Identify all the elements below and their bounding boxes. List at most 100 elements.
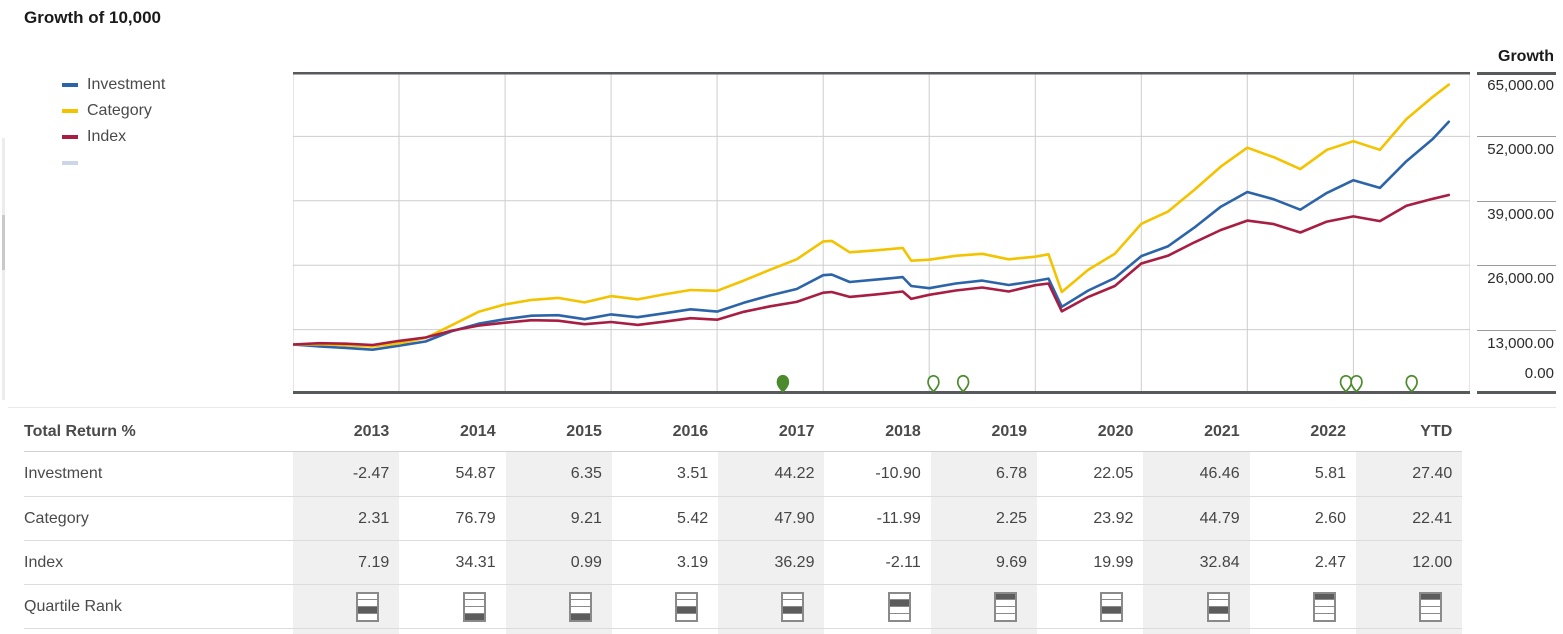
y-axis-tick-line <box>1477 136 1556 138</box>
scrollbar-thumb[interactable] <box>2 215 5 270</box>
cell-index-2017: 36.29 <box>718 541 825 585</box>
quartile-cell-2021 <box>1143 585 1250 629</box>
quartile-cell-YTD <box>1355 585 1463 629</box>
cell-index-2014: 34.31 <box>399 541 506 585</box>
cell-index-2018: -2.11 <box>824 541 931 585</box>
column-header-2019: 2019 <box>930 412 1038 452</box>
cell-investment-YTD: 27.40 <box>1355 452 1463 497</box>
y-axis-header: Growth <box>1498 48 1554 65</box>
y-axis-tick-line <box>1477 200 1556 202</box>
cell-category-2019: 2.25 <box>930 497 1038 541</box>
cell-category-2020: 23.92 <box>1037 497 1144 541</box>
legend-label-category: Category <box>87 102 152 119</box>
cell-investment-2018: -10.90 <box>824 452 931 497</box>
quartile-rank-icon-q2 <box>887 591 911 622</box>
quartile-rank-icon-q3 <box>356 591 380 622</box>
chart-top-border <box>293 72 1470 75</box>
category-line-swatch-icon <box>62 109 78 113</box>
legend-item-investment[interactable]: Investment <box>62 72 165 98</box>
quartile-cell-2014 <box>399 585 506 629</box>
quartile-cell-2015 <box>505 585 612 629</box>
quartile-rank-icon-q3 <box>675 591 699 622</box>
cell-investment-2021: 46.46 <box>1143 452 1250 497</box>
cell-investment-2014: 54.87 <box>399 452 506 497</box>
row-label-investment: Investment <box>24 452 293 497</box>
column-header-2015: 2015 <box>505 412 612 452</box>
column-header-2017: 2017 <box>718 412 825 452</box>
quartile-cell-2016 <box>611 585 719 629</box>
total-return-table: Total Return % 2013 2014 2015 2016 2017 2018 20… <box>24 412 1463 629</box>
series-line-category <box>293 83 1451 348</box>
row-label-quartile-rank: Quartile Rank <box>24 585 293 629</box>
event-pin-icon-hollow[interactable] <box>927 375 940 393</box>
y-axis-tick-label-52000: 52,000.00 <box>1487 141 1554 159</box>
row-label-category: Category <box>24 497 293 541</box>
quartile-cell-2013 <box>293 585 400 629</box>
event-pin-icon-hollow[interactable] <box>1405 375 1418 393</box>
legend-label-investment: Investment <box>87 76 166 93</box>
cell-index-2015: 0.99 <box>505 541 612 585</box>
quartile-rank-icon-q1 <box>994 591 1018 622</box>
column-header-2021: 2021 <box>1143 412 1250 452</box>
cell-category-2017: 47.90 <box>718 497 825 541</box>
legend-item-index[interactable]: Index <box>62 124 165 150</box>
legend-item-category[interactable]: Category <box>62 98 165 124</box>
table-top-divider <box>8 407 1556 408</box>
cell-index-2021: 32.84 <box>1143 541 1250 585</box>
page-title: Growth of 10,000 <box>24 8 161 27</box>
quartile-rank-icon-q1 <box>1419 591 1443 622</box>
cell-investment-2013: -2.47 <box>293 452 400 497</box>
legend-item-partial <box>62 150 165 176</box>
quartile-rank-icon-q3 <box>781 591 805 622</box>
event-pin-icon-hollow[interactable] <box>1350 375 1363 393</box>
cell-category-2018: -11.99 <box>824 497 931 541</box>
quartile-rank-icon-q3 <box>1206 591 1230 622</box>
table-title: Total Return % <box>24 412 293 452</box>
column-header-2022: 2022 <box>1249 412 1356 452</box>
growth-chart-plot[interactable] <box>293 72 1470 394</box>
column-header-2016: 2016 <box>611 412 719 452</box>
event-pin-icon-filled[interactable] <box>776 375 790 393</box>
legend: Investment Category Index <box>62 72 165 176</box>
cell-investment-2017: 44.22 <box>718 452 825 497</box>
shaded-column-YTD <box>1356 452 1463 634</box>
cell-category-2013: 2.31 <box>293 497 400 541</box>
quartile-cell-2022 <box>1249 585 1356 629</box>
column-header-2014: 2014 <box>399 412 506 452</box>
y-axis-tick-line <box>1477 391 1556 394</box>
shaded-column-2013 <box>293 452 400 634</box>
cell-index-2013: 7.19 <box>293 541 400 585</box>
x-axis-line <box>293 391 1470 394</box>
cell-category-2014: 76.79 <box>399 497 506 541</box>
quartile-rank-icon-q3 <box>1100 591 1124 622</box>
y-axis-tick-label-65000: 65,000.00 <box>1487 77 1554 94</box>
investment-line-swatch-icon <box>62 83 78 87</box>
partial-line-swatch-icon <box>62 161 78 165</box>
cell-investment-2015: 6.35 <box>505 452 612 497</box>
column-header-2013: 2013 <box>293 412 400 452</box>
column-header-2020: 2020 <box>1037 412 1144 452</box>
cell-investment-2022: 5.81 <box>1249 452 1356 497</box>
event-pin-icon-hollow[interactable] <box>956 375 970 393</box>
quartile-cell-2020 <box>1037 585 1144 629</box>
cell-index-2016: 3.19 <box>611 541 719 585</box>
event-pin-icon-hollow[interactable] <box>1339 375 1353 393</box>
cell-index-2022: 2.47 <box>1249 541 1356 585</box>
column-header-YTD: YTD <box>1355 412 1463 452</box>
row-label-index: Index <box>24 541 293 585</box>
y-axis-tick-label-39000: 39,000.00 <box>1487 205 1554 223</box>
shaded-column-2015 <box>505 452 612 634</box>
quartile-cell-2018 <box>824 585 931 629</box>
cell-index-YTD: 12.00 <box>1355 541 1463 585</box>
series-line-index <box>293 193 1451 347</box>
y-axis-tick-line <box>1477 72 1556 75</box>
cell-category-2022: 2.60 <box>1249 497 1356 541</box>
y-axis-tick-line <box>1477 329 1556 331</box>
series-line-investment <box>293 120 1451 352</box>
cell-category-2015: 9.21 <box>505 497 612 541</box>
cell-investment-2016: 3.51 <box>611 452 719 497</box>
cell-category-2016: 5.42 <box>611 497 719 541</box>
cell-index-2019: 9.69 <box>930 541 1038 585</box>
y-axis-tick-label-26000: 26,000.00 <box>1487 270 1554 288</box>
